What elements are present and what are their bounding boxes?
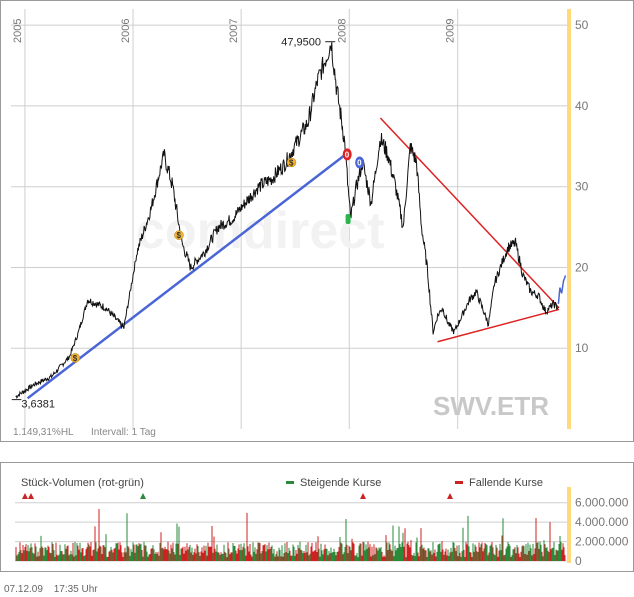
volume-chart-panel: Stück-Volumen (rot-grün) Steigende Kurse… <box>0 462 634 572</box>
trendline <box>26 153 347 400</box>
volume-overflow-arrow <box>447 493 453 499</box>
trendline <box>379 117 560 309</box>
svg-text:$: $ <box>73 354 78 363</box>
vol-tick-label: 6.000.000 <box>575 496 629 510</box>
svg-text:$: $ <box>176 231 181 240</box>
x-tick-label: 2006 <box>120 19 132 43</box>
svg-text:$: $ <box>289 158 294 167</box>
y-tick-label: 10 <box>575 341 589 355</box>
trendline <box>437 308 560 343</box>
volume-overflow-arrow <box>360 493 366 499</box>
chart-markers: $ $ $00 <box>11 41 365 401</box>
low-price-label: 3,6381 <box>21 399 55 411</box>
volume-chart: Stück-Volumen (rot-grün) Steigende Kurse… <box>15 477 629 568</box>
high-price-label: 47,9500 <box>281 37 321 49</box>
dividend-marker: $ <box>174 230 184 240</box>
watermark-text: comdirect <box>136 202 385 260</box>
volume-overflow-arrow <box>28 493 34 499</box>
info-pct: 1.149,31%HL <box>13 427 74 438</box>
volume-overflow-arrow <box>140 493 146 499</box>
y-tick-label: 50 <box>575 18 589 32</box>
red-circle-marker: 0 <box>342 148 352 161</box>
info-interval: Intervall: 1 Tag <box>91 427 156 438</box>
price-chart-panel: comdirect SWV.ETR 2005 2006 2007 2008 2009 1… <box>0 0 634 442</box>
vol-tick-label: 4.000.000 <box>575 515 629 529</box>
svg-text:0: 0 <box>357 158 362 167</box>
dividend-marker: $ <box>70 353 81 363</box>
trendlines <box>26 117 567 400</box>
footer-time: 17:35 Uhr <box>53 584 98 595</box>
legend-rising-label: Steigende Kurse <box>300 477 381 489</box>
dividend-marker: $ <box>286 157 297 167</box>
x-tick-label: 2007 <box>228 19 240 43</box>
green-bar-marker <box>345 214 351 224</box>
legend-falling-swatch <box>455 481 463 484</box>
volume-overflow-arrow <box>22 493 28 499</box>
y-tick-label: 40 <box>575 99 589 113</box>
grid <box>11 9 571 429</box>
footer: 07.12.09 17:35 Uhr <box>4 584 106 595</box>
vol-right-edge-band <box>567 487 571 563</box>
volume-title: Stück-Volumen (rot-grün) <box>21 477 144 489</box>
volume-y-ticks: 0 2.000.000 4.000.000 6.000.000 <box>575 496 629 568</box>
svg-text:0: 0 <box>345 150 350 159</box>
vol-tick-label: 0 <box>575 554 582 568</box>
price-line <box>15 42 559 399</box>
footer-date: 07.12.09 <box>4 584 43 595</box>
legend-rising-swatch <box>286 481 294 484</box>
symbol-label: SWV.ETR <box>433 391 549 421</box>
y-tick-label: 20 <box>575 260 589 274</box>
legend-falling-label: Fallende Kurse <box>469 477 543 489</box>
blue-circle-marker: 0 <box>355 156 365 169</box>
price-chart: comdirect SWV.ETR 2005 2006 2007 2008 2009 1… <box>11 9 589 438</box>
volume-bars <box>15 493 566 561</box>
x-tick-label: 2008 <box>336 19 348 43</box>
vol-tick-label: 2.000.000 <box>575 535 629 549</box>
price-series <box>15 42 559 399</box>
x-axis-labels: 2005 2006 2007 2008 2009 <box>12 19 457 43</box>
projection-line <box>557 275 567 304</box>
y-axis-ticks: 10 20 30 40 50 <box>575 18 589 355</box>
x-tick-label: 2009 <box>445 19 457 43</box>
y-tick-label: 30 <box>575 180 589 194</box>
x-tick-label: 2005 <box>12 19 24 43</box>
right-edge-band <box>567 9 571 429</box>
